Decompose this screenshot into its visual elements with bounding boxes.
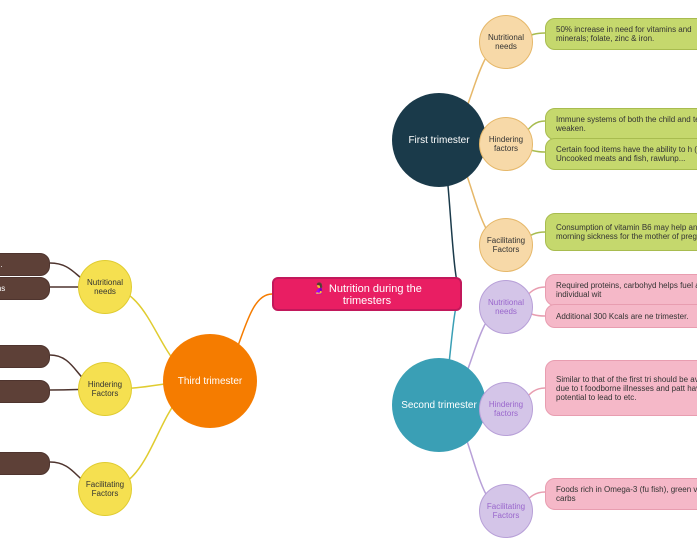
third-sub-1[interactable]: Hindering Factors: [78, 362, 132, 416]
second-sub-2[interactable]: Facilitating Factors: [479, 484, 533, 538]
first-sub-1[interactable]: Hindering factors: [479, 117, 533, 171]
third-leaf-0-0: ase heartburn.: [0, 253, 50, 276]
first-leaf-0-0: 50% increase in need for vitamins and mi…: [545, 18, 697, 50]
second-sub-1[interactable]: Hindering factors: [479, 382, 533, 436]
third-leaf-1-1: is already: [0, 380, 50, 403]
third-leaf-2-0: oteins: [0, 452, 50, 475]
third-sub-2[interactable]: Facilitating Factors: [78, 462, 132, 516]
first-leaf-1-1: Certain food items have the ability to h…: [545, 138, 697, 170]
first-sub-2[interactable]: Facilitating Factors: [479, 218, 533, 272]
third-leaf-1-0: the mother's: [0, 345, 50, 368]
second-leaf-0-1: Additional 300 Kcals are ne trimester.: [545, 304, 697, 328]
first-leaf-2-0: Consumption of vitamin B6 may help and m…: [545, 213, 697, 251]
second-trimester-node[interactable]: Second trimester: [392, 358, 486, 452]
second-leaf-0-0: Required proteins, carbohyd helps fuel a…: [545, 274, 697, 306]
second-leaf-1-0: Similar to that of the first tri should …: [545, 360, 697, 416]
first-trimester-node[interactable]: First trimester: [392, 93, 486, 187]
second-leaf-2-0: Foods rich in Omega-3 (fu fish), green v…: [545, 478, 697, 510]
third-trimester-node[interactable]: Third trimester: [163, 334, 257, 428]
third-leaf-0-1: r consumptions: [0, 277, 50, 300]
first-sub-0[interactable]: Nutritional needs: [479, 15, 533, 69]
center-node[interactable]: 🤰 Nutrition during the trimesters: [272, 277, 462, 311]
first-leaf-1-0: Immune systems of both the child and ten…: [545, 108, 697, 140]
second-sub-0[interactable]: Nutritional needs: [479, 280, 533, 334]
third-sub-0[interactable]: Nutritional needs: [78, 260, 132, 314]
